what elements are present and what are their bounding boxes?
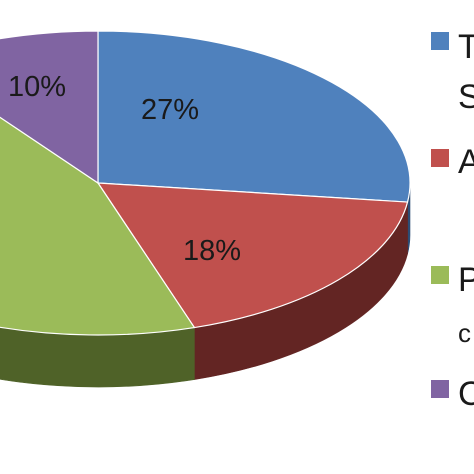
slice-label-T: 27% — [141, 94, 199, 126]
legend-swatch-C — [431, 380, 449, 398]
legend-sublabel-P: c — [458, 318, 471, 348]
legend-label-T: T — [458, 28, 474, 66]
pie-slice-T — [97, 30, 411, 203]
legend-label-C: C — [458, 375, 474, 413]
legend-label-P: P — [458, 261, 474, 299]
legend-swatch-P — [431, 266, 449, 284]
slice-label-C: 10% — [8, 71, 66, 103]
legend-label-A: A — [458, 143, 474, 181]
pie-slice-P — [0, 116, 196, 336]
pie-slice-A — [97, 182, 409, 329]
legend-swatch-A — [431, 149, 449, 167]
legend-sublabel-T: S — [458, 78, 474, 116]
slice-label-A: 18% — [183, 235, 241, 267]
legend-swatch-T — [431, 32, 449, 50]
pie-slice-C — [0, 30, 99, 184]
